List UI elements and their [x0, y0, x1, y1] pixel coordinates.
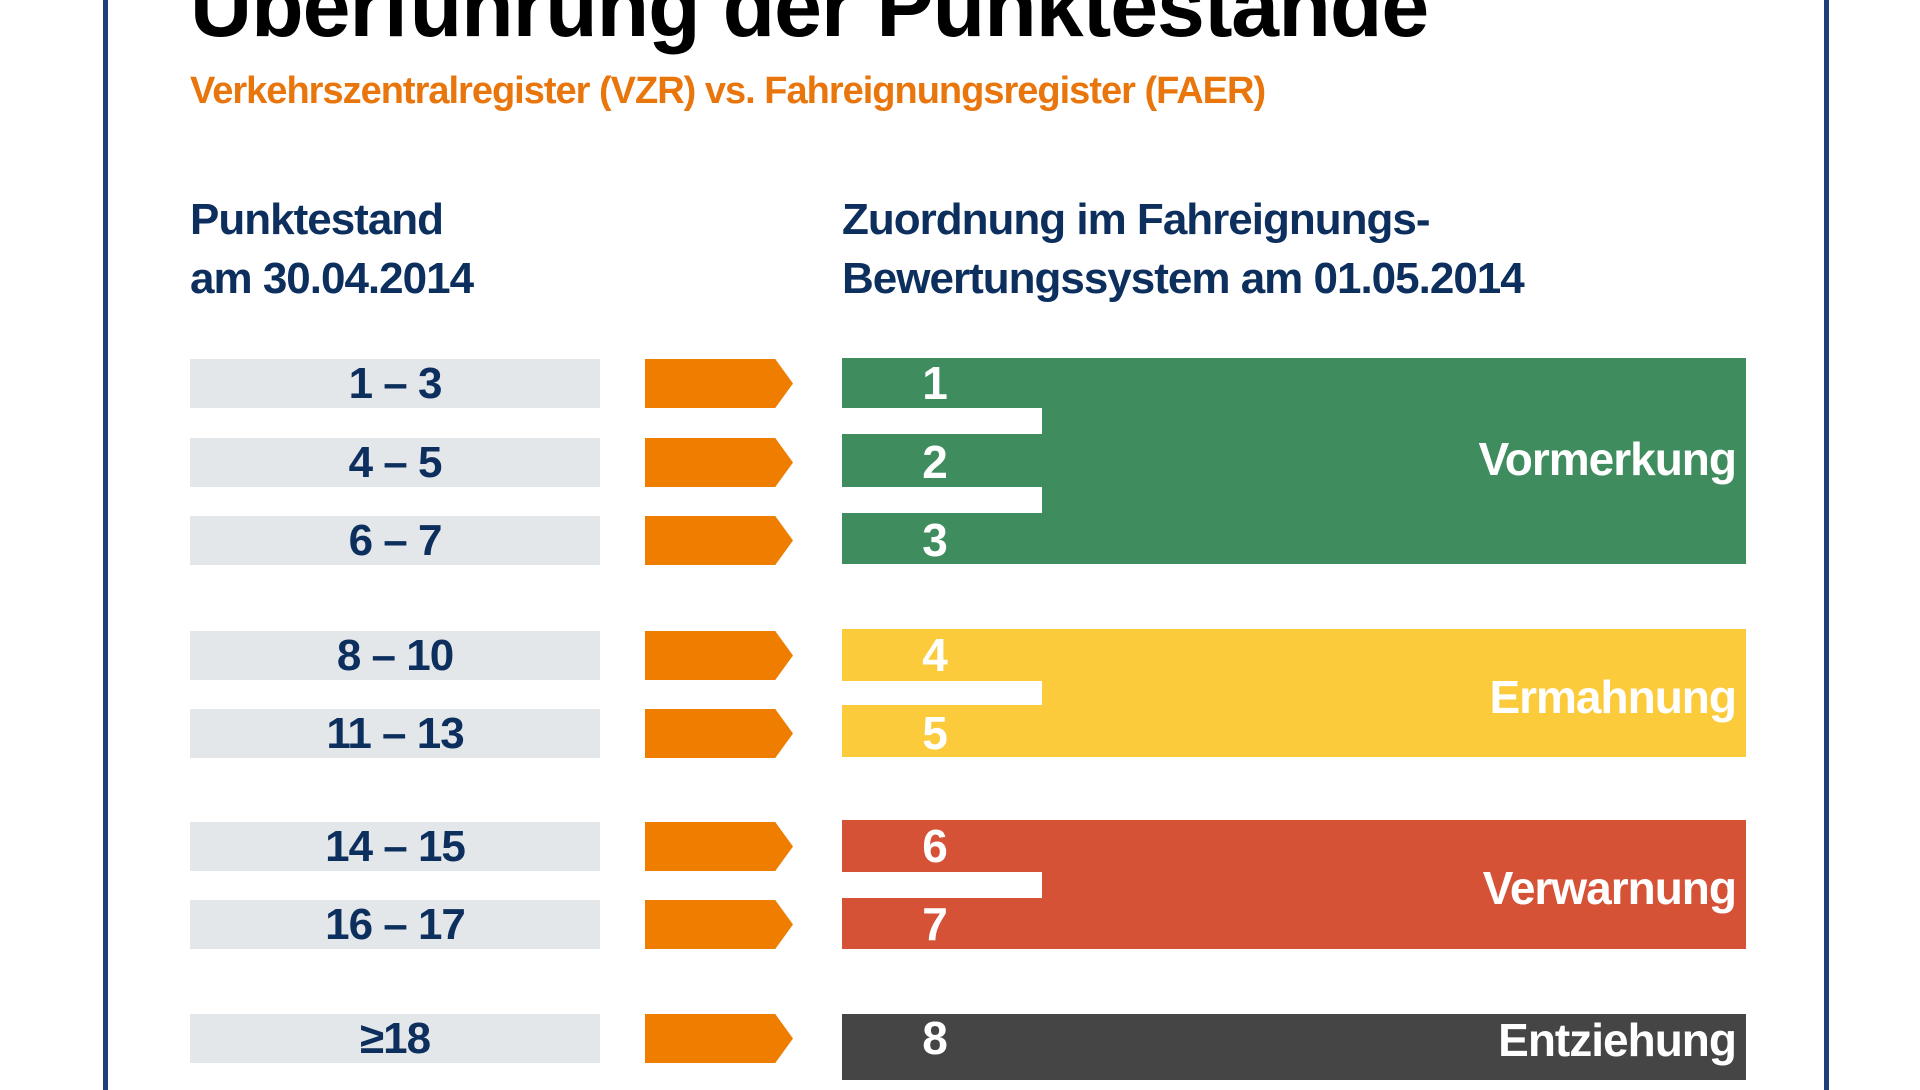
new-level: 2	[922, 436, 948, 488]
subtitle: Verkehrszentralregister (VZR) vs. Fahrei…	[190, 70, 1266, 112]
arrow-icon	[645, 1014, 793, 1063]
arrow-icon	[645, 900, 793, 949]
old-range: 6 – 7	[190, 516, 600, 565]
new-level: 7	[922, 898, 948, 950]
arrow-icon	[645, 822, 793, 871]
old-range: 4 – 5	[190, 438, 600, 487]
right-column-header: Zuordnung im Fahreignungs- Bewertungssys…	[842, 190, 1525, 308]
group-label: Entziehung	[1498, 1014, 1737, 1066]
right-header-line2: Bewertungssystem am 01.05.2014	[842, 254, 1525, 303]
old-range: 16 – 17	[190, 900, 600, 949]
arrow-icon	[645, 516, 793, 565]
group-block-entziehung	[842, 1014, 1746, 1080]
group-label: Vormerkung	[1478, 433, 1737, 485]
page-title: Überführung der Punktestände	[190, 0, 1429, 55]
old-range: 8 – 10	[190, 631, 600, 680]
new-level: 5	[922, 707, 948, 759]
new-level: 8	[922, 1012, 948, 1064]
arrow-icon	[645, 709, 793, 758]
separator	[842, 408, 1042, 434]
group-label: Verwarnung	[1482, 862, 1737, 914]
separator	[842, 487, 1042, 513]
old-range: 14 – 15	[190, 822, 600, 871]
group-block-vormerkung	[842, 358, 1746, 564]
old-range: ≥18	[190, 1014, 600, 1063]
arrow-icon	[645, 631, 793, 680]
new-level: 6	[922, 820, 948, 872]
left-header-line1: Punktestand	[190, 195, 444, 244]
new-level: 3	[922, 514, 948, 566]
separator	[842, 681, 1042, 705]
old-range: 11 – 13	[190, 709, 600, 758]
old-range: 1 – 3	[190, 359, 600, 408]
group-label: Ermahnung	[1489, 671, 1737, 723]
right-header-line1: Zuordnung im Fahreignungs-	[842, 195, 1430, 244]
new-level: 1	[922, 357, 948, 409]
left-column-header: Punktestand am 30.04.2014	[190, 190, 474, 308]
left-header-line2: am 30.04.2014	[190, 254, 474, 303]
new-level: 4	[922, 629, 948, 681]
arrow-icon	[645, 438, 793, 487]
arrow-icon	[645, 359, 793, 408]
separator	[842, 872, 1042, 898]
border-frame	[103, 0, 1829, 1090]
